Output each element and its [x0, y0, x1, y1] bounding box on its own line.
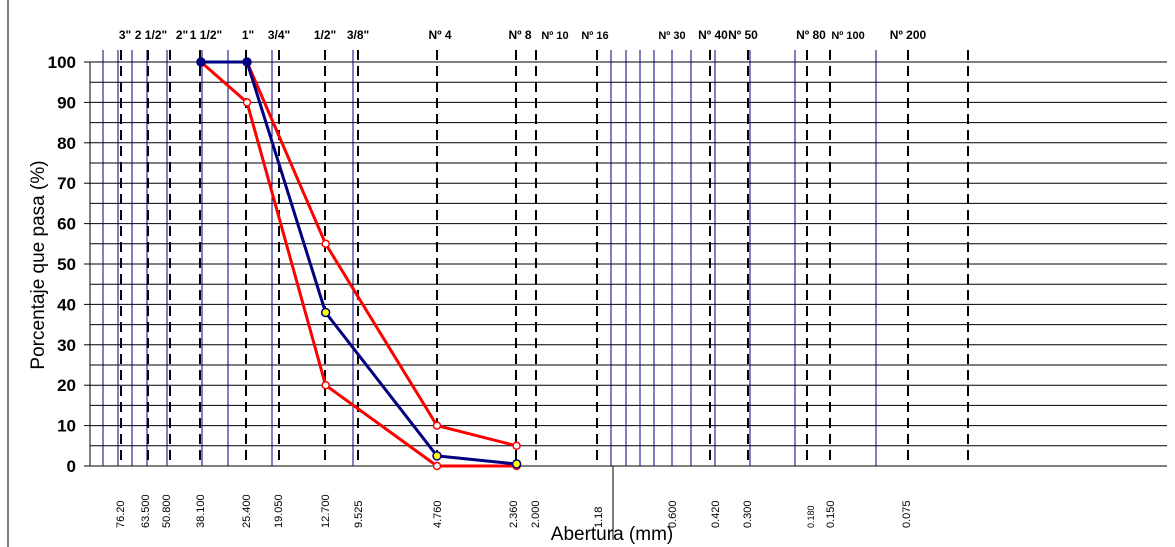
x-tick-label: 0.180 — [806, 505, 816, 528]
y-axis-title: Porcentaje que pasa (%) — [28, 160, 49, 369]
sieve-label: 1 1/2" — [190, 28, 222, 42]
data-point — [321, 239, 330, 249]
sieve-label: 2" — [176, 28, 188, 42]
series-layer — [196, 57, 522, 471]
data-point — [242, 57, 252, 67]
x-tick-label: 9.525 — [353, 500, 365, 528]
sieve-label: 1" — [242, 28, 254, 42]
data-point — [320, 307, 331, 318]
data-point — [432, 451, 442, 461]
sieve-label: Nº 100 — [831, 30, 864, 42]
data-point — [242, 98, 252, 107]
x-tick-label: 63.500 — [140, 494, 152, 528]
y-tick-label: 80 — [57, 134, 76, 153]
x-tick-label: 0.420 — [710, 500, 722, 528]
y-tick-label: 30 — [57, 336, 76, 355]
y-axis: 0 10 20 30 40 50 60 70 80 90 100 — [48, 53, 91, 476]
y-tick-label: 50 — [57, 255, 76, 274]
sieve-label: 2 1/2" — [135, 28, 167, 42]
sieve-labels: 3" 2 1/2" 2" 1 1/2" 1" 3/4" 1/2" 3/8" Nº 4 Nº 8 Nº… — [119, 28, 927, 42]
y-tick-label: 40 — [57, 295, 76, 314]
y-tick-label: 10 — [57, 417, 76, 436]
x-tick-label: 0.075 — [901, 500, 913, 528]
y-tick-label: 70 — [57, 174, 76, 193]
data-point — [196, 57, 206, 67]
x-tick-label: 2.360 — [508, 500, 520, 528]
sieve-label: Nº 30 — [658, 30, 685, 42]
data-point — [512, 441, 521, 451]
sieve-label: 3/8" — [347, 28, 369, 42]
y-tick-label: 90 — [57, 93, 76, 112]
sieve-label: Nº 10 — [541, 30, 568, 42]
sieve-label: Nº 4 — [428, 28, 451, 42]
x-tick-label: 12.700 — [320, 494, 332, 528]
data-point — [511, 459, 522, 469]
y-tick-label: 20 — [57, 376, 76, 395]
x-tick-label: 25.400 — [241, 494, 253, 528]
x-tick-label: 4.760 — [432, 500, 444, 528]
horizontal-gridlines — [90, 61, 1167, 467]
x-tick-label: 0.300 — [742, 500, 754, 528]
data-point — [432, 461, 442, 471]
y-tick-label: 100 — [48, 53, 76, 72]
sieve-label: Nº 80 — [796, 28, 826, 42]
x-tick-label: 19.050 — [273, 494, 285, 528]
x-tick-label: 50.800 — [161, 494, 173, 528]
sieve-label: Nº 8 — [508, 28, 531, 42]
y-tick-label: 0 — [67, 457, 76, 476]
sieve-label: Nº 200 — [890, 28, 927, 42]
x-tick-label: 38.100 — [195, 494, 207, 528]
x-tick-label: 0.150 — [825, 500, 837, 528]
sieve-label: Nº 40 — [698, 28, 728, 42]
sieve-label: 1/2" — [314, 28, 336, 42]
sieve-label: Nº 16 — [581, 30, 608, 42]
sieve-label: 3" — [119, 28, 131, 42]
x-tick-label: 1.18 — [593, 507, 605, 528]
y-tick-label: 60 — [57, 215, 76, 234]
x-tick-labels: 76.20 63.500 50.800 38.100 25.400 19.050 12.70… — [115, 494, 913, 528]
x-tick-label: 76.20 — [115, 500, 127, 528]
vertical-gridlines — [102, 50, 969, 540]
x-tick-label: 2.000 — [530, 500, 542, 528]
x-tick-label: 0.600 — [667, 500, 679, 528]
data-point — [432, 421, 442, 430]
x-axis-title: Abertura (mm) — [551, 524, 673, 545]
data-point — [321, 380, 330, 390]
sieve-label: Nº 50 — [728, 28, 758, 42]
sieve-label: 3/4" — [268, 28, 290, 42]
